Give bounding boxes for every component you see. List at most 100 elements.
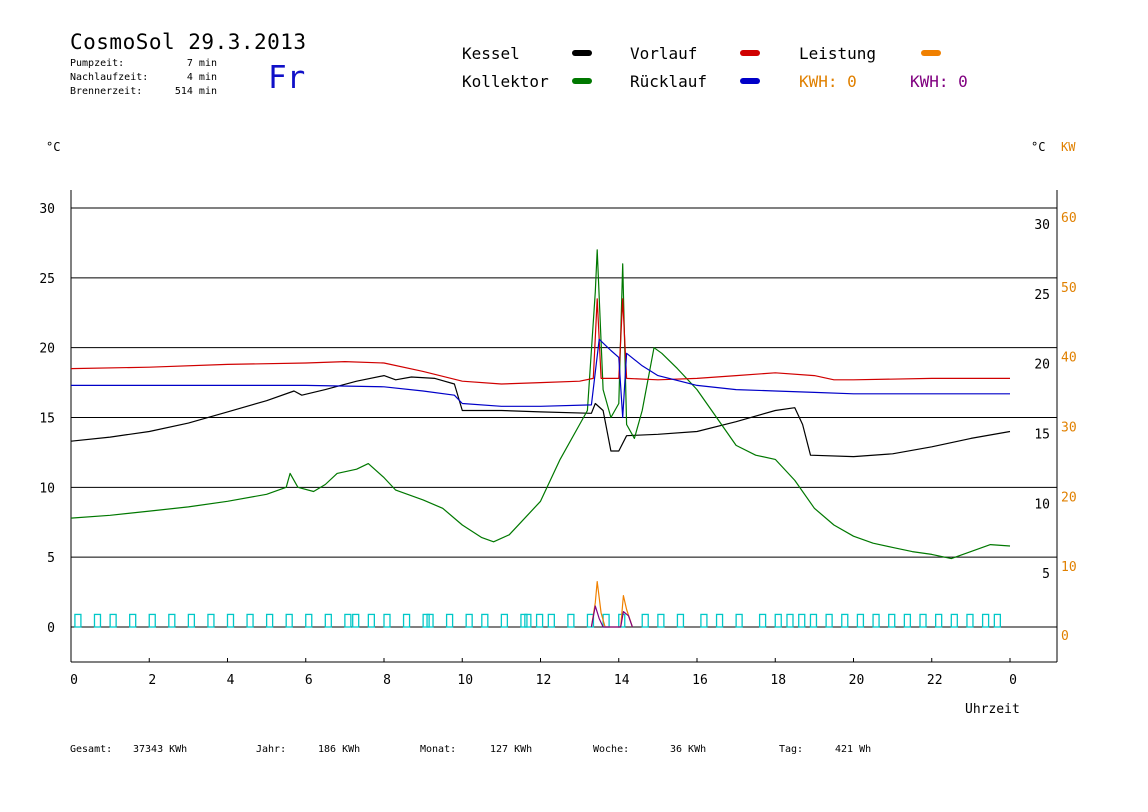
legend-kwh-orange: KWH: 0 <box>799 72 857 91</box>
pump-pulse <box>657 613 665 628</box>
pump-pulse <box>187 613 196 628</box>
x-tick-label: 18 <box>770 673 786 688</box>
pump-pulse <box>129 613 137 628</box>
series-line-kwh <box>590 605 633 628</box>
y-tick-label: 20 <box>39 342 55 357</box>
x-tick-label: 14 <box>614 673 630 688</box>
left-axis-unit: °C <box>46 140 61 154</box>
legend-ruecklauf-swatch <box>740 78 760 84</box>
pump-pulse <box>872 613 880 628</box>
pump-pulse <box>935 613 943 628</box>
y2-tick-label-kw: 20 <box>1061 490 1077 505</box>
pump-pulse <box>465 613 473 628</box>
weekday-label: Fr <box>268 60 306 96</box>
pump-pulse <box>352 613 360 628</box>
x-tick-label: 8 <box>383 673 391 688</box>
pump-pulse <box>445 613 454 628</box>
pump-pulse <box>93 613 102 628</box>
pump-pulse <box>226 613 235 628</box>
info-brenner-label: Brennerzeit: <box>70 86 143 97</box>
chart-title: CosmoSol 29.3.2013 <box>70 30 307 54</box>
legend-vorlauf-label: Vorlauf <box>630 44 698 63</box>
pump-pulse <box>367 613 376 628</box>
pump-pulse <box>856 613 865 628</box>
pump-pulse <box>402 613 411 628</box>
legend-leistung-swatch <box>921 50 941 56</box>
legend-kollektor-label: Kollektor <box>462 72 549 91</box>
footer-woche-value: 36 KWh <box>670 744 707 755</box>
y2-tick-label-kw: 40 <box>1061 351 1077 366</box>
legend-leistung-label: Leistung <box>799 44 877 63</box>
x-tick-label: 16 <box>692 673 708 688</box>
pump-pulse <box>168 613 176 628</box>
pump-pulse <box>641 613 649 628</box>
pump-pulse <box>841 613 849 628</box>
x-tick-label: 2 <box>148 673 156 688</box>
right-axis-unit-kw: KW <box>1061 140 1076 154</box>
x-tick-label: 4 <box>227 673 235 688</box>
x-tick-label: 10 <box>457 673 473 688</box>
legend-kollektor-swatch <box>572 78 592 84</box>
pump-pulse <box>758 613 767 628</box>
y2-tick-label-c: 25 <box>1034 288 1050 303</box>
pump-pulse <box>700 613 708 628</box>
footer-gesamt-value: 37343 KWh <box>133 744 188 755</box>
pump-pulse <box>786 613 794 628</box>
footer-tag-label: Tag: <box>779 744 804 755</box>
pump-pulse <box>567 613 575 628</box>
pump-pulse <box>285 613 293 628</box>
legend-kwh-purple: KWH: 0 <box>910 72 968 91</box>
pump-pulse <box>676 613 685 628</box>
pump-pulse <box>950 613 958 628</box>
right-axis-unit-c: °C <box>1031 140 1046 154</box>
pump-pulse <box>500 613 509 628</box>
pump-pulse <box>586 613 595 628</box>
y2-tick-label-c: 15 <box>1034 428 1050 443</box>
y-tick-label: 25 <box>39 272 55 287</box>
y2-tick-label-c: 20 <box>1034 358 1050 373</box>
pump-pulse <box>422 613 430 628</box>
y2-tick-label-c: 10 <box>1034 497 1050 512</box>
legend-kessel-label: Kessel <box>462 44 520 63</box>
footer-monat-label: Monat: <box>420 744 457 755</box>
legend-vorlauf-swatch <box>740 50 760 56</box>
legend-ruecklauf-label: Rücklauf <box>630 72 708 91</box>
x-tick-label: 12 <box>536 673 552 688</box>
pump-pulse <box>383 613 391 628</box>
y2-tick-label-kw: 10 <box>1061 560 1077 575</box>
series-line-vorlauf <box>70 298 1010 385</box>
info-pump-value: 7 min <box>186 58 217 69</box>
pump-pulse <box>735 613 743 628</box>
legend-kessel-swatch <box>572 50 592 56</box>
pump-pulse <box>981 613 990 628</box>
pump-pulse <box>520 613 528 628</box>
pump-pulse <box>426 613 434 628</box>
y-tick-label: 10 <box>39 481 55 496</box>
y2-tick-label-c: 5 <box>1042 567 1050 582</box>
pump-pulse <box>207 613 215 628</box>
y2-tick-label-kw: 30 <box>1061 421 1077 436</box>
x-tick-label: 6 <box>305 673 313 688</box>
pump-pulse <box>524 613 532 628</box>
pump-pulse <box>246 613 254 628</box>
info-nachlauf-value: 4 min <box>186 72 217 83</box>
series-line-kollektor <box>70 249 1011 560</box>
info-nachlauf-label: Nachlaufzeit: <box>70 72 149 83</box>
y-tick-label: 5 <box>47 551 55 566</box>
footer-jahr-label: Jahr: <box>256 744 287 755</box>
pump-pulse <box>993 613 1001 628</box>
y2-tick-label-c: 30 <box>1034 218 1050 233</box>
pump-pulse <box>798 613 806 628</box>
x-axis-label: Uhrzeit <box>965 702 1020 717</box>
pump-pulse <box>481 613 489 628</box>
pump-pulse <box>305 613 313 628</box>
y-tick-label: 0 <box>47 621 55 636</box>
footer-tag-value: 421 Wh <box>835 744 872 755</box>
series-line-leistung <box>590 580 633 628</box>
x-tick-label: 0 <box>1009 673 1017 688</box>
footer-jahr-value: 186 KWh <box>318 744 361 755</box>
pump-pulse <box>148 613 156 628</box>
x-tick-label: 22 <box>927 673 943 688</box>
x-tick-label: 20 <box>849 673 865 688</box>
